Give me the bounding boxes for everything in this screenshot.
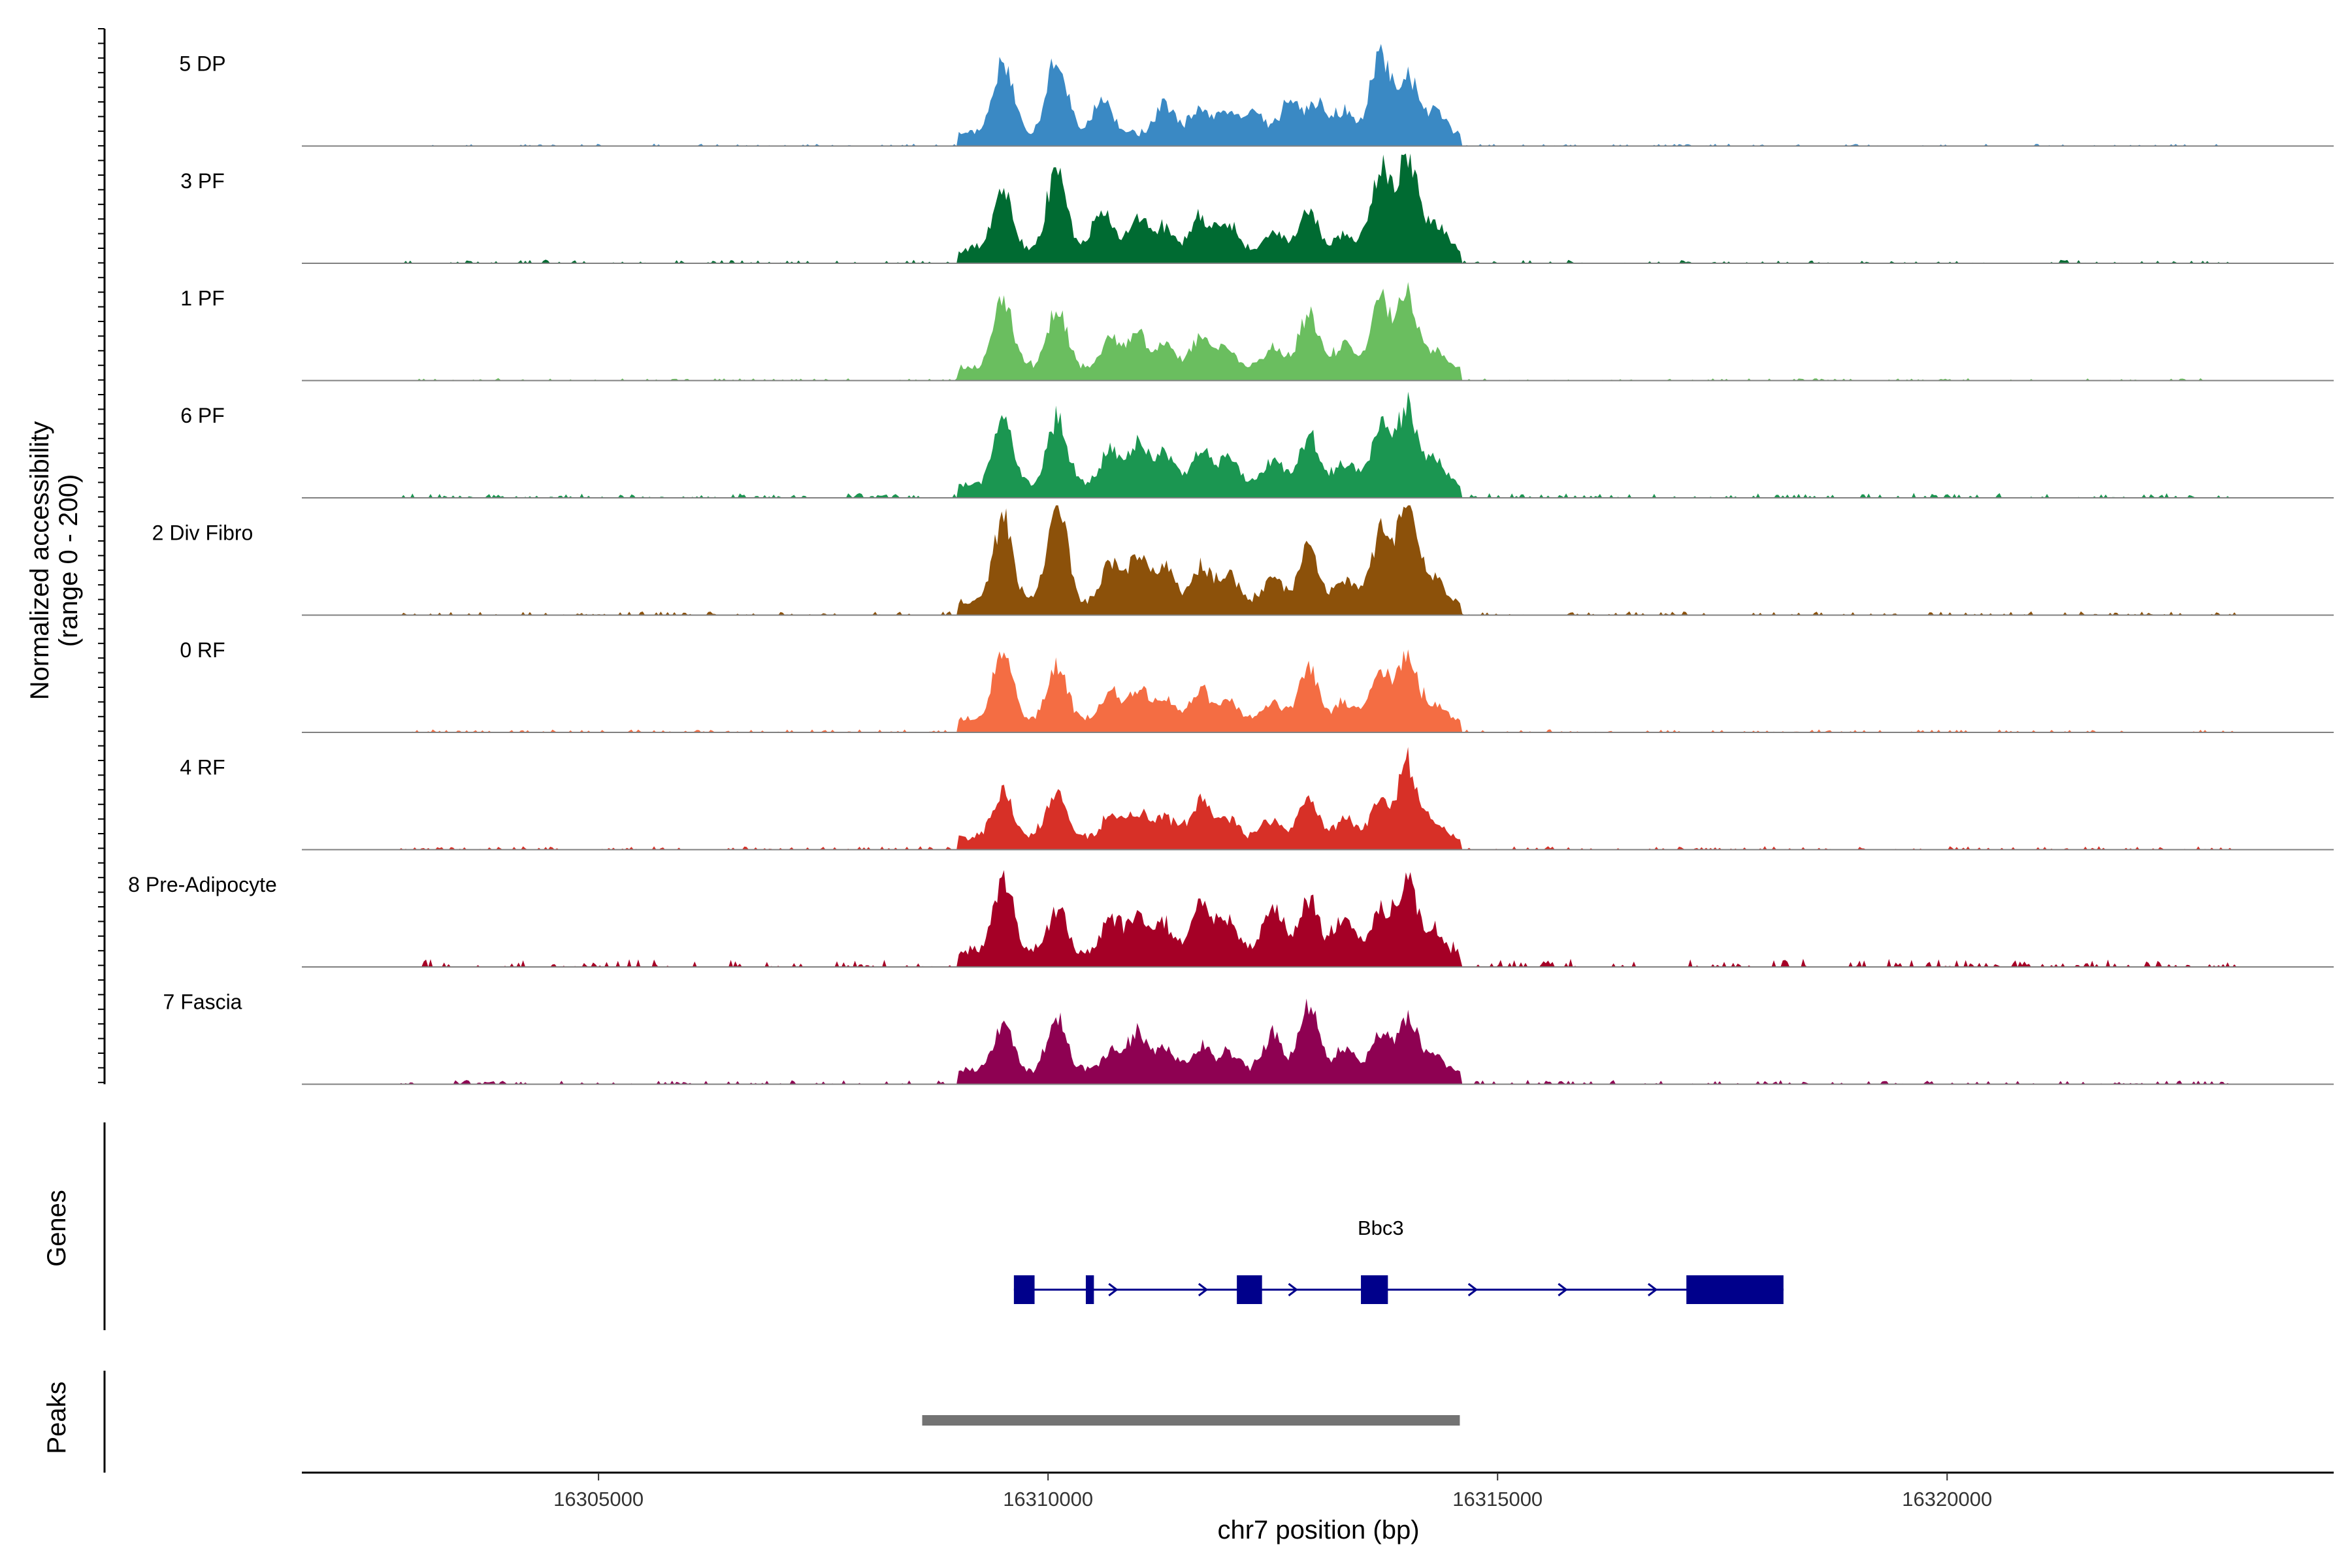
track-label: 0 RF xyxy=(180,638,225,662)
peak-region-bar xyxy=(922,1415,1460,1426)
coverage-track: 7 Fascia xyxy=(163,990,2334,1085)
genes-axis-label: Genes xyxy=(42,1190,71,1267)
track-label: 8 Pre-Adipocyte xyxy=(128,873,277,896)
gene-exon xyxy=(1013,1275,1035,1304)
track-label: 4 RF xyxy=(180,756,225,779)
coverage-track: 5 DP xyxy=(179,44,2334,147)
y-axis-label: Normalized accessibility xyxy=(25,421,54,700)
coverage-area xyxy=(302,870,2334,967)
coverage-area xyxy=(302,747,2334,850)
strand-arrow xyxy=(1558,1282,1568,1297)
coverage-track: 8 Pre-Adipocyte xyxy=(128,870,2334,968)
strand-arrow xyxy=(1648,1282,1658,1297)
strand-arrow xyxy=(1467,1282,1478,1297)
coverage-area xyxy=(302,998,2334,1085)
coverage-track: 0 RF xyxy=(180,638,2334,733)
x-axis: 16305000 16310000 16315000 16320000 xyxy=(302,1471,2334,1511)
track-label: 2 Div Fibro xyxy=(152,521,253,545)
coverage-track: 1 PF xyxy=(180,282,2334,382)
track-label: 3 PF xyxy=(180,169,225,193)
gene-exon xyxy=(1085,1275,1094,1304)
coverage-area xyxy=(302,282,2334,381)
gene-exon xyxy=(1237,1275,1262,1304)
genes-panel: Genes Bbc3 xyxy=(42,1122,1784,1330)
coverage-tracks: 5 DP 3 PF 1 PF 6 PF 2 Div Fibro 0 RF 4 RF 8 Pre… xyxy=(128,44,2334,1085)
x-tick-label: 16310000 xyxy=(1003,1488,1093,1511)
track-label: 7 Fascia xyxy=(163,990,242,1014)
x-tick-label: 16305000 xyxy=(553,1488,644,1511)
peaks-axis-label: Peaks xyxy=(42,1381,71,1454)
coverage-track: 3 PF xyxy=(180,154,2334,264)
track-label: 5 DP xyxy=(179,52,225,76)
strand-arrow xyxy=(1108,1282,1119,1297)
gene-exon xyxy=(1361,1275,1388,1304)
strand-arrow xyxy=(1288,1282,1298,1297)
coverage-area xyxy=(302,391,2334,498)
coverage-track: 2 Div Fibro xyxy=(152,505,2334,616)
gene-name-label: Bbc3 xyxy=(1358,1217,1404,1239)
coverage-area xyxy=(302,649,2334,732)
x-tick-label: 16315000 xyxy=(1452,1488,1543,1511)
coverage-track: 6 PF xyxy=(180,391,2334,498)
coverage-area xyxy=(302,44,2334,146)
coverage-area xyxy=(302,505,2334,615)
gene-exon xyxy=(1686,1275,1784,1304)
strand-arrow xyxy=(1198,1282,1209,1297)
y-axis xyxy=(98,28,106,1085)
x-tick-label: 16320000 xyxy=(1902,1488,1992,1511)
track-label: 6 PF xyxy=(180,404,225,427)
track-label: 1 PF xyxy=(180,287,225,310)
y-axis-range-label: (range 0 - 200) xyxy=(54,474,83,647)
x-axis-label: chr7 position (bp) xyxy=(1217,1516,1419,1544)
coverage-area xyxy=(302,154,2334,263)
peaks-panel: Peaks xyxy=(42,1371,1460,1473)
coverage-track: 4 RF xyxy=(180,747,2334,851)
